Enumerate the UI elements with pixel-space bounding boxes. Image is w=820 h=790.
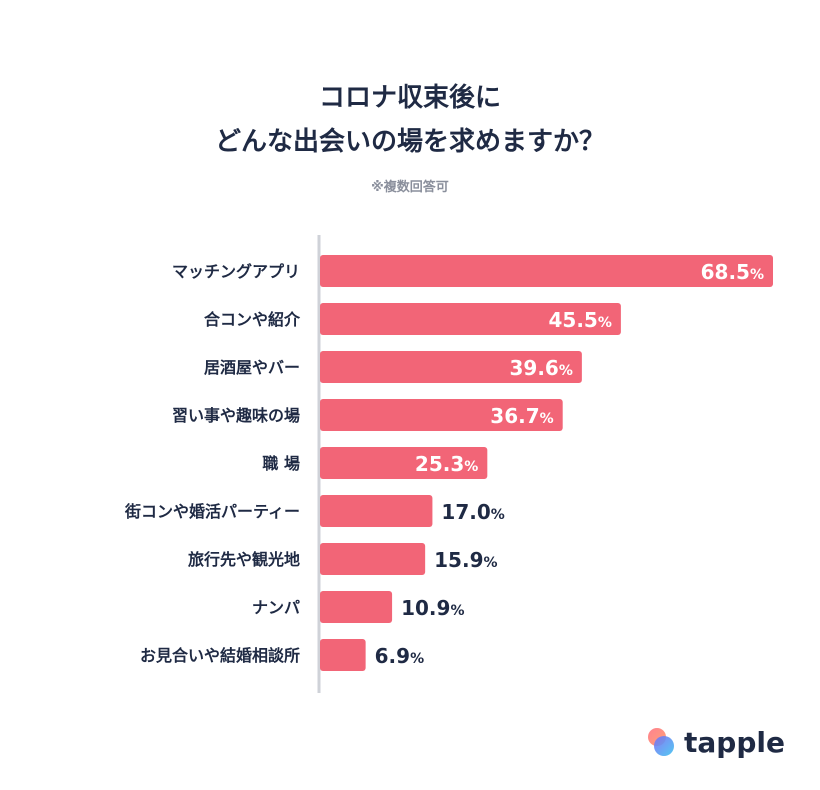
data-label: 68.5% xyxy=(701,260,764,284)
bar xyxy=(320,495,433,527)
bar xyxy=(320,447,488,479)
chart-title: コロナ収束後に どんな出会いの場を求めますか？ xyxy=(0,76,820,164)
data-label: 39.6% xyxy=(509,356,572,380)
bar xyxy=(320,543,426,575)
data-label: 15.9% xyxy=(434,548,497,572)
category-label: 居酒屋やバー xyxy=(204,358,300,377)
bar xyxy=(320,639,366,671)
category-label: 街コンや婚活パーティー xyxy=(124,502,300,521)
bar xyxy=(320,303,621,335)
brand-logo: tapple xyxy=(646,722,785,762)
tapple-logo-icon xyxy=(646,727,676,757)
category-label: ナンパ xyxy=(252,598,300,617)
data-label: 17.0% xyxy=(441,500,504,524)
data-label: 6.9% xyxy=(375,644,424,668)
chart-title-line-1: コロナ収束後に xyxy=(318,83,501,113)
bar xyxy=(320,351,582,383)
data-label: 10.9% xyxy=(401,596,464,620)
multiple-answer-note: ※複数回答可 xyxy=(371,180,449,195)
data-label: 36.7% xyxy=(490,404,553,428)
category-label: マッチングアプリ xyxy=(172,262,300,281)
category-label: 職 場 xyxy=(262,454,300,473)
brand-name: tapple xyxy=(684,725,785,759)
category-label: 習い事や趣味の場 xyxy=(172,406,300,425)
data-label: 45.5% xyxy=(549,308,612,332)
bar xyxy=(320,399,563,431)
chart-title-line-2: どんな出会いの場を求めますか？ xyxy=(214,127,605,157)
category-label: 旅行先や観光地 xyxy=(188,550,300,569)
data-label: 25.3% xyxy=(415,452,478,476)
category-label: お見合いや結婚相談所 xyxy=(140,646,300,665)
bar xyxy=(320,591,393,623)
category-label: 合コンや紹介 xyxy=(204,310,301,329)
bar xyxy=(320,255,773,287)
